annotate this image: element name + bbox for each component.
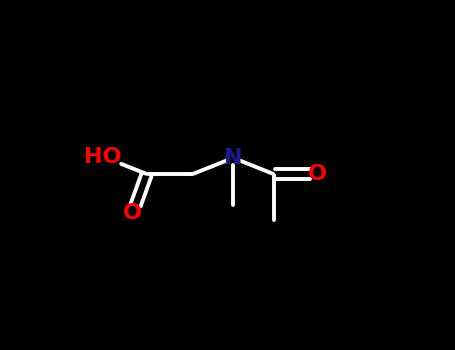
Text: O: O xyxy=(308,164,327,184)
Text: HO: HO xyxy=(84,147,121,167)
Text: O: O xyxy=(123,203,142,223)
Text: N: N xyxy=(224,148,243,168)
